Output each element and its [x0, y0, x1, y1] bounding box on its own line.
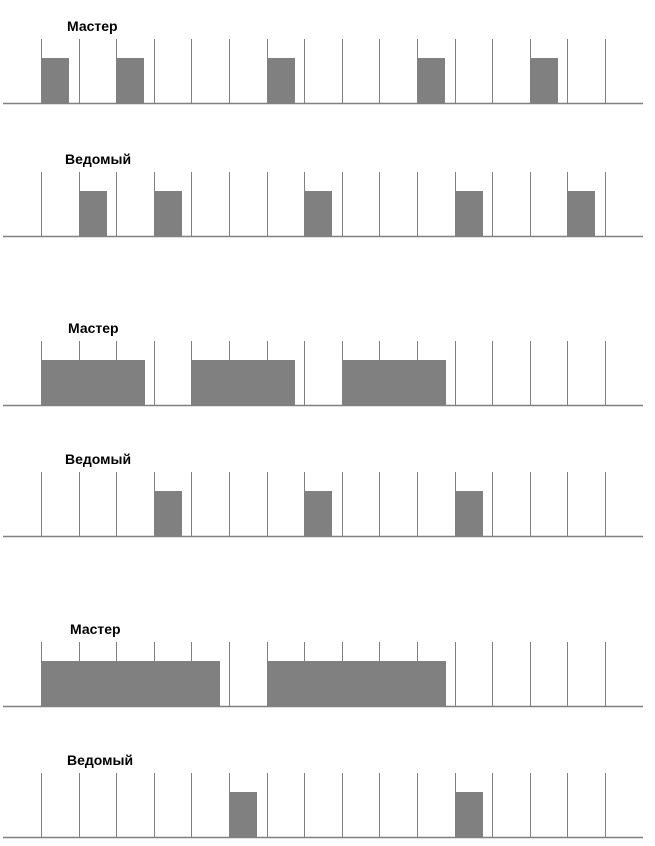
slave-packet [455, 792, 483, 837]
master-track: Мастер [3, 320, 643, 407]
slave-packet [455, 491, 483, 536]
master-track-label: Мастер [67, 18, 118, 34]
slave-track-label: Ведомый [65, 151, 131, 167]
diagram-group-3: Мастер Ведомый [3, 621, 643, 839]
master-packet [191, 360, 295, 405]
slave-track: Ведомый [3, 752, 643, 839]
master-packet [267, 58, 295, 103]
slave-packet [567, 191, 595, 236]
master-packet [267, 661, 446, 706]
master-packet [41, 661, 220, 706]
master-track: Мастер [3, 18, 643, 105]
master-packet [41, 58, 69, 103]
master-packet [116, 58, 144, 103]
slave-packet [79, 191, 107, 236]
slave-track: Ведомый [3, 451, 643, 538]
slave-packet [154, 191, 182, 236]
slave-packet [304, 191, 332, 236]
master-track-label: Мастер [70, 621, 121, 637]
slave-track-label: Ведомый [65, 451, 131, 467]
master-packet [417, 58, 445, 103]
slave-track: Ведомый [3, 151, 643, 238]
master-packet [342, 360, 446, 405]
slave-packet [304, 491, 332, 536]
master-packet [41, 360, 145, 405]
slave-track-label: Ведомый [67, 752, 133, 768]
slave-packet [455, 191, 483, 236]
slave-packet [154, 491, 182, 536]
master-track-label: Мастер [68, 320, 119, 336]
diagram-group-1: Мастер Ведомый [3, 18, 643, 238]
slave-packet [229, 792, 257, 837]
master-packet [530, 58, 558, 103]
diagram-group-2: Мастер Ведомый [3, 320, 643, 538]
master-track: Мастер [3, 621, 643, 708]
